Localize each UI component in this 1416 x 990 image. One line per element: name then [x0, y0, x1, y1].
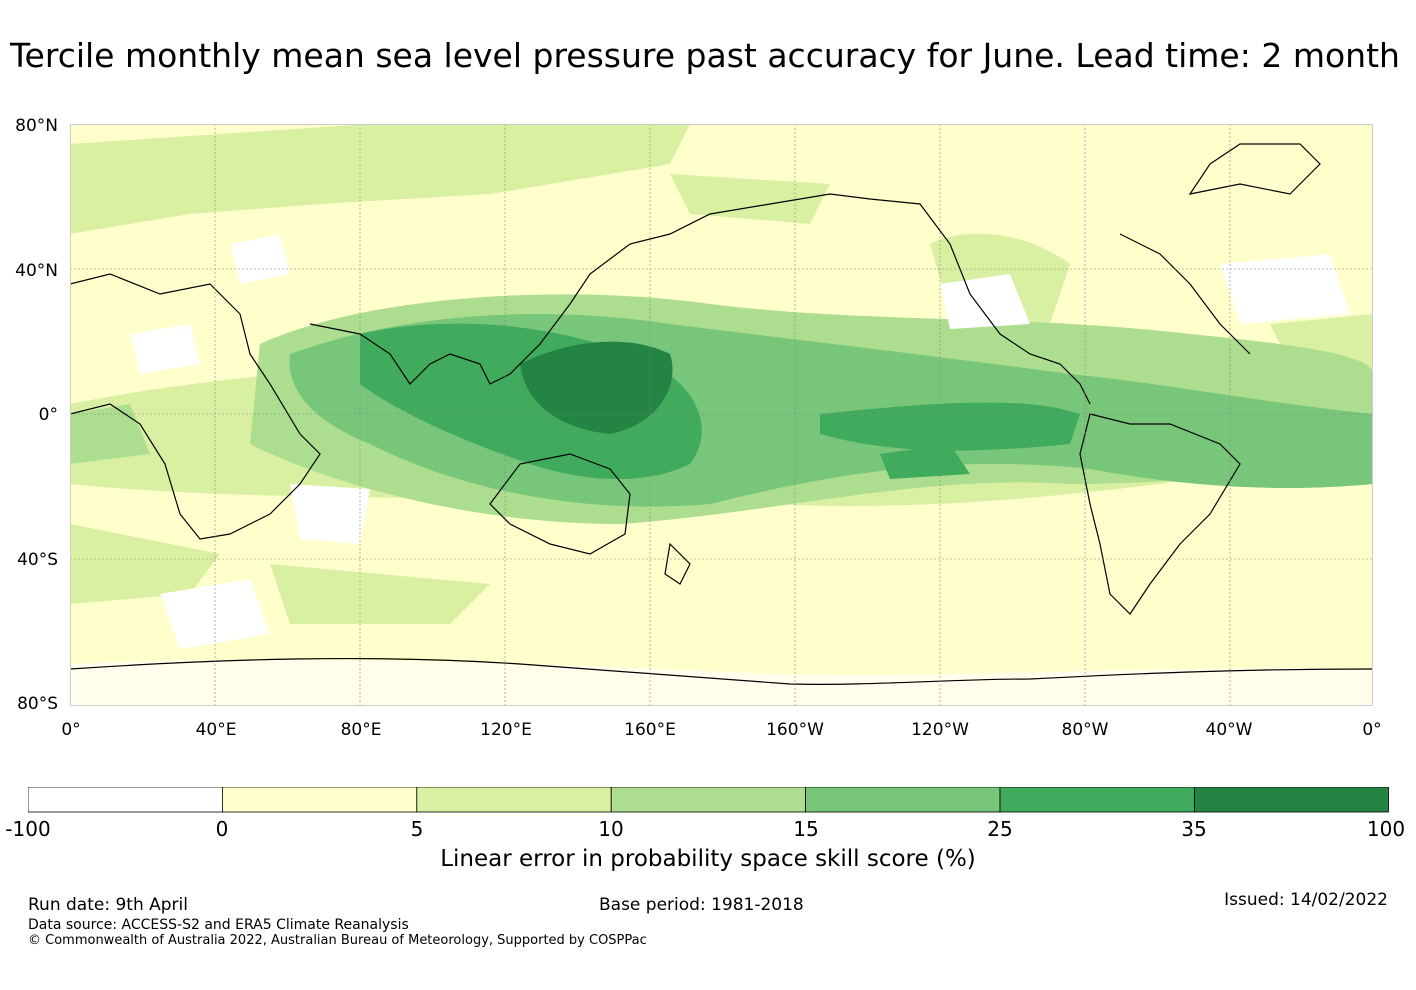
data-source: Data source: ACCESS-S2 and ERA5 Climate … — [28, 917, 409, 933]
lat-label-80s: 80°S — [17, 694, 58, 714]
lon-label-160e: 160°E — [624, 720, 676, 740]
colorbar-segment-3 — [416, 787, 612, 813]
chart-title: Tercile monthly mean sea level pressure … — [10, 36, 1400, 75]
lon-label-40w: 40°W — [1205, 720, 1253, 740]
lon-label-0e: 0° — [61, 720, 81, 740]
colorbar — [28, 787, 1389, 813]
lat-label-equator: 0° — [38, 405, 58, 425]
lon-label-160w: 160°W — [766, 720, 824, 740]
colorbar-tick-35: 35 — [1181, 817, 1207, 841]
lon-label-40e: 40°E — [195, 720, 237, 740]
issued-date: Issued: 14/02/2022 — [1224, 890, 1388, 910]
colorbar-tick-25: 25 — [987, 817, 1013, 841]
colorbar-tick-0: 0 — [215, 817, 229, 841]
colorbar-segment-5 — [805, 787, 1001, 813]
base-period: Base period: 1981-2018 — [599, 895, 804, 915]
colorbar-segment-4 — [610, 787, 807, 813]
colorbar-tick-100: 100 — [1366, 817, 1406, 841]
colorbar-segment-6 — [999, 787, 1195, 813]
lat-label-40n: 40°N — [15, 261, 58, 281]
lon-label-80w: 80°W — [1061, 720, 1109, 740]
lon-label-120w: 120°W — [911, 720, 969, 740]
colorbar-segment-7 — [1194, 787, 1389, 813]
lat-label-40s: 40°S — [17, 550, 58, 570]
lon-label-0w: 0° — [1362, 720, 1382, 740]
colorbar-tick-10: 10 — [598, 817, 624, 841]
lon-label-80e: 80°E — [340, 720, 382, 740]
run-date: Run date: 9th April — [28, 895, 188, 915]
colorbar-segment-1 — [28, 787, 223, 813]
lat-label-80n: 80°N — [15, 116, 58, 136]
colorbar-tick-neg100: -100 — [5, 817, 51, 841]
colorbar-tick-15: 15 — [793, 817, 819, 841]
lon-label-120e: 120°E — [480, 720, 532, 740]
colorbar-label: Linear error in probability space skill … — [440, 846, 976, 872]
skill-score-map — [70, 124, 1373, 706]
copyright-notice: © Commonwealth of Australia 2022, Austra… — [28, 933, 647, 948]
colorbar-segment-2 — [221, 787, 418, 813]
colorbar-tick-5: 5 — [410, 817, 424, 841]
